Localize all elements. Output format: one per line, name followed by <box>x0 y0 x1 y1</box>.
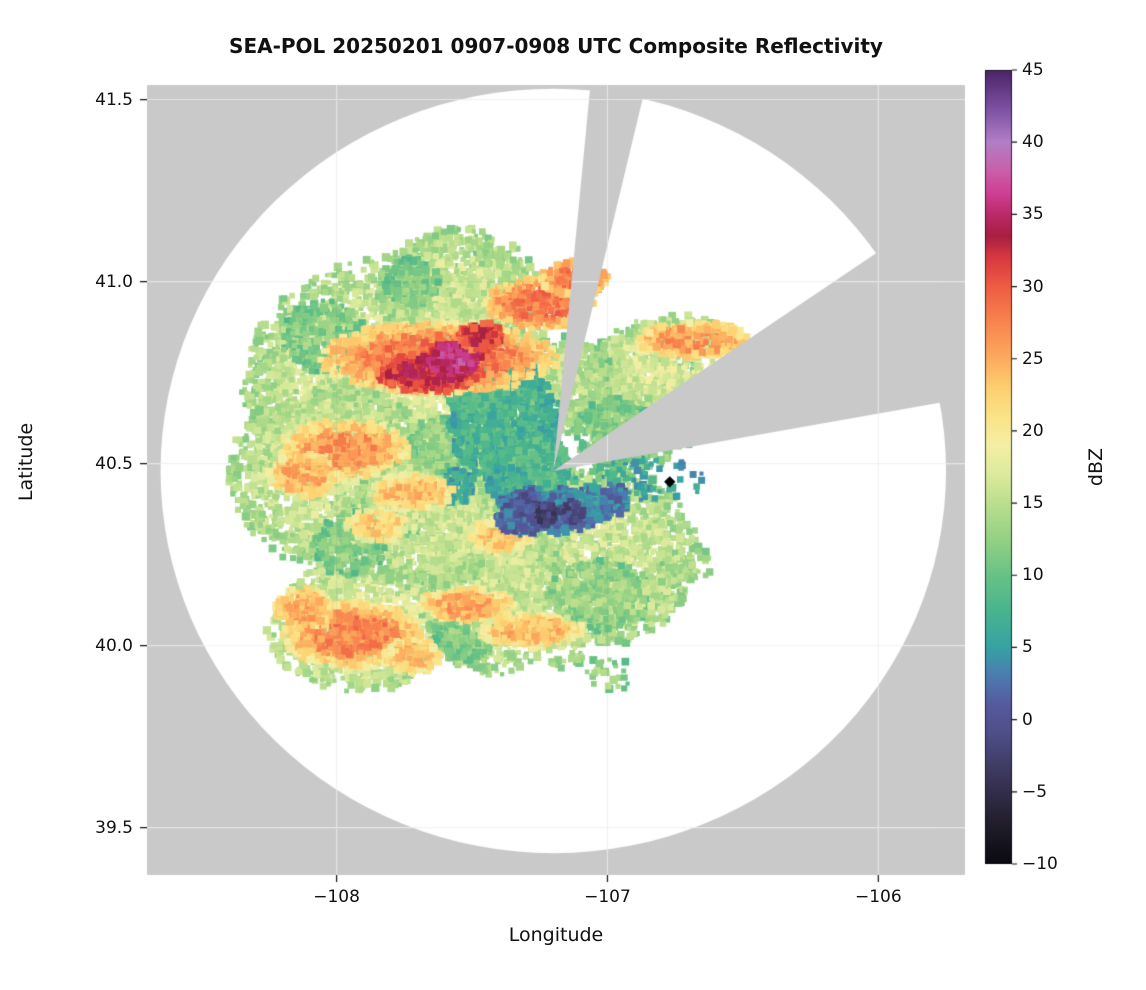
colorbar-tick-label: 35 <box>1022 204 1044 225</box>
y-tick-label: 39.5 <box>95 817 133 838</box>
x-tick-label: −108 <box>313 887 360 907</box>
y-tick-label: 41.0 <box>95 271 133 292</box>
y-tick-label: 41.5 <box>95 89 133 110</box>
colorbar-tick-label: 25 <box>1022 348 1044 369</box>
colorbar-tick-label: −10 <box>1022 854 1058 874</box>
colorbar-tick-label: 5 <box>1022 637 1033 658</box>
colorbar-tick-label: 20 <box>1022 420 1044 441</box>
y-tick-label: 40.5 <box>95 453 133 474</box>
chart-title: SEA-POL 20250201 0907-0908 UTC Composite… <box>229 34 883 58</box>
colorbar-tick-label: −5 <box>1022 781 1048 802</box>
x-tick-label: −106 <box>854 887 902 907</box>
colorbar-tick-label: 0 <box>1022 709 1033 730</box>
x-axis-label: Longitude <box>508 924 604 946</box>
colorbar-tick-label: 15 <box>1022 493 1044 514</box>
colorbar-tick-label: 30 <box>1022 276 1044 297</box>
colorbar-tick-label: 45 <box>1022 60 1044 80</box>
x-tick-label: −107 <box>584 887 631 907</box>
colorbar-label: dBZ <box>1085 447 1107 487</box>
colorbar-tick-label: 10 <box>1022 565 1044 586</box>
y-tick-label: 40.0 <box>95 635 133 656</box>
y-axis-label: Latitude <box>15 422 37 502</box>
colorbar-tick-label: 40 <box>1022 132 1044 153</box>
